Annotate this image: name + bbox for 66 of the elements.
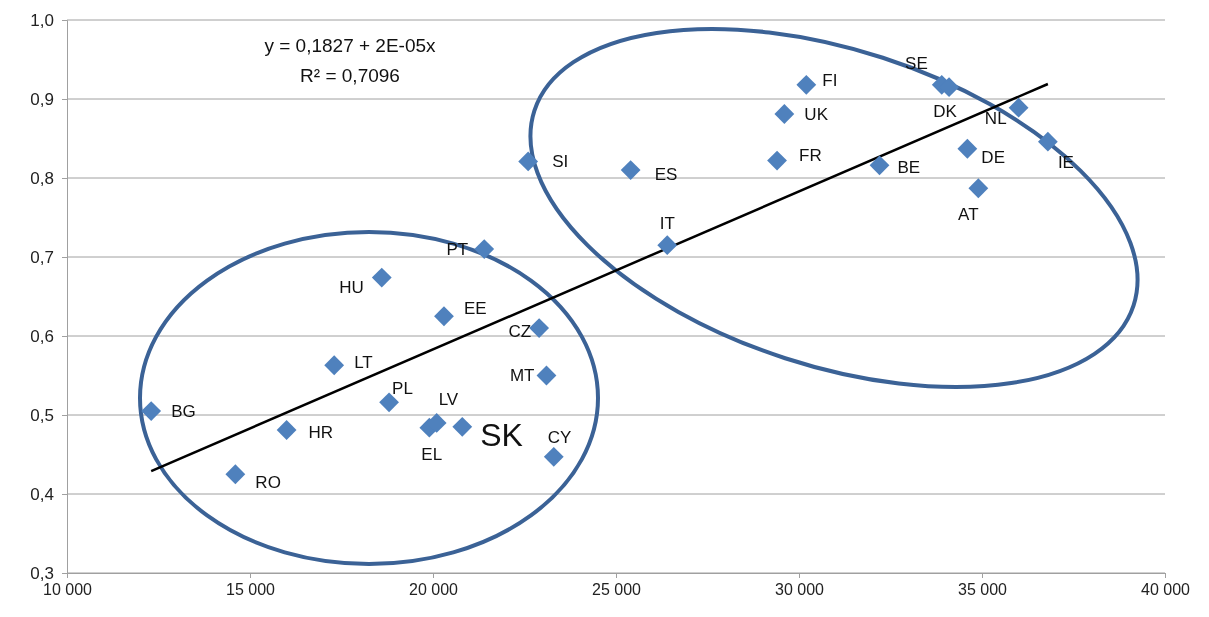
point bbox=[543, 446, 564, 467]
data-label: RO bbox=[255, 473, 281, 493]
data-label: NL bbox=[984, 108, 1007, 128]
data-label: HR bbox=[308, 422, 334, 442]
data-label: UK bbox=[804, 104, 829, 124]
x-tick-label: 15 000 bbox=[226, 581, 276, 599]
data-label: ES bbox=[654, 165, 678, 185]
point bbox=[324, 355, 345, 376]
data-label: IE bbox=[1057, 152, 1074, 172]
point bbox=[774, 104, 795, 124]
data-label: CY bbox=[547, 427, 572, 447]
y-tick-label: 0,4 bbox=[30, 484, 54, 504]
y-tick-label: 0,8 bbox=[30, 168, 54, 188]
data-label: BG bbox=[171, 402, 196, 421]
point bbox=[371, 267, 392, 288]
data-label: LV bbox=[438, 389, 459, 409]
data-label: LT bbox=[354, 353, 373, 373]
data-label: EL bbox=[421, 444, 443, 464]
point bbox=[434, 306, 454, 327]
data-label: FR bbox=[799, 145, 822, 165]
point bbox=[225, 464, 246, 485]
point bbox=[1037, 131, 1058, 152]
data-label: CZ bbox=[508, 322, 532, 342]
data-label: HU bbox=[339, 278, 364, 298]
annotation: y = 0,1827 + 2E-05x bbox=[264, 35, 437, 56]
y-tick-label: 0,5 bbox=[30, 405, 54, 425]
point bbox=[529, 318, 550, 338]
data-label: EE bbox=[463, 299, 487, 319]
y-tick-label: 0,7 bbox=[30, 247, 54, 267]
x-tick-label: 30 000 bbox=[775, 581, 825, 599]
point bbox=[957, 138, 978, 159]
data-label: IT bbox=[659, 214, 675, 234]
point bbox=[620, 160, 641, 180]
point bbox=[767, 150, 787, 171]
x-tick-label: 10 000 bbox=[43, 581, 93, 599]
data-label: SE bbox=[905, 53, 928, 73]
data-label: BE bbox=[897, 158, 921, 178]
data-label: PL bbox=[392, 379, 413, 399]
data-label: DE bbox=[981, 147, 1005, 167]
point bbox=[869, 155, 890, 176]
point bbox=[536, 365, 557, 386]
x-tick-label: 40 000 bbox=[1141, 581, 1191, 599]
point bbox=[518, 151, 539, 172]
data-label: SI bbox=[552, 152, 569, 172]
point bbox=[968, 178, 989, 199]
point bbox=[141, 401, 162, 421]
data-label: AT bbox=[958, 205, 979, 225]
point bbox=[276, 420, 297, 440]
point bbox=[379, 392, 399, 413]
x-tick-label: 25 000 bbox=[592, 581, 642, 599]
annotation: R² = 0,7096 bbox=[300, 65, 400, 86]
x-tick-label: 35 000 bbox=[958, 581, 1008, 599]
y-tick-label: 0,9 bbox=[30, 89, 54, 109]
data-label: DK bbox=[933, 102, 958, 122]
y-tick-label: 0,3 bbox=[30, 563, 54, 583]
data-label: SK bbox=[480, 417, 523, 454]
point bbox=[474, 239, 495, 259]
data-label: FI bbox=[822, 70, 838, 90]
point bbox=[657, 235, 678, 256]
point bbox=[452, 416, 473, 437]
y-tick-label: 1,0 bbox=[30, 10, 54, 30]
data-label: MT bbox=[509, 366, 535, 386]
x-tick-label: 20 000 bbox=[409, 581, 459, 599]
point bbox=[1008, 97, 1029, 118]
point bbox=[796, 74, 817, 95]
y-tick-label: 0,6 bbox=[30, 326, 54, 346]
